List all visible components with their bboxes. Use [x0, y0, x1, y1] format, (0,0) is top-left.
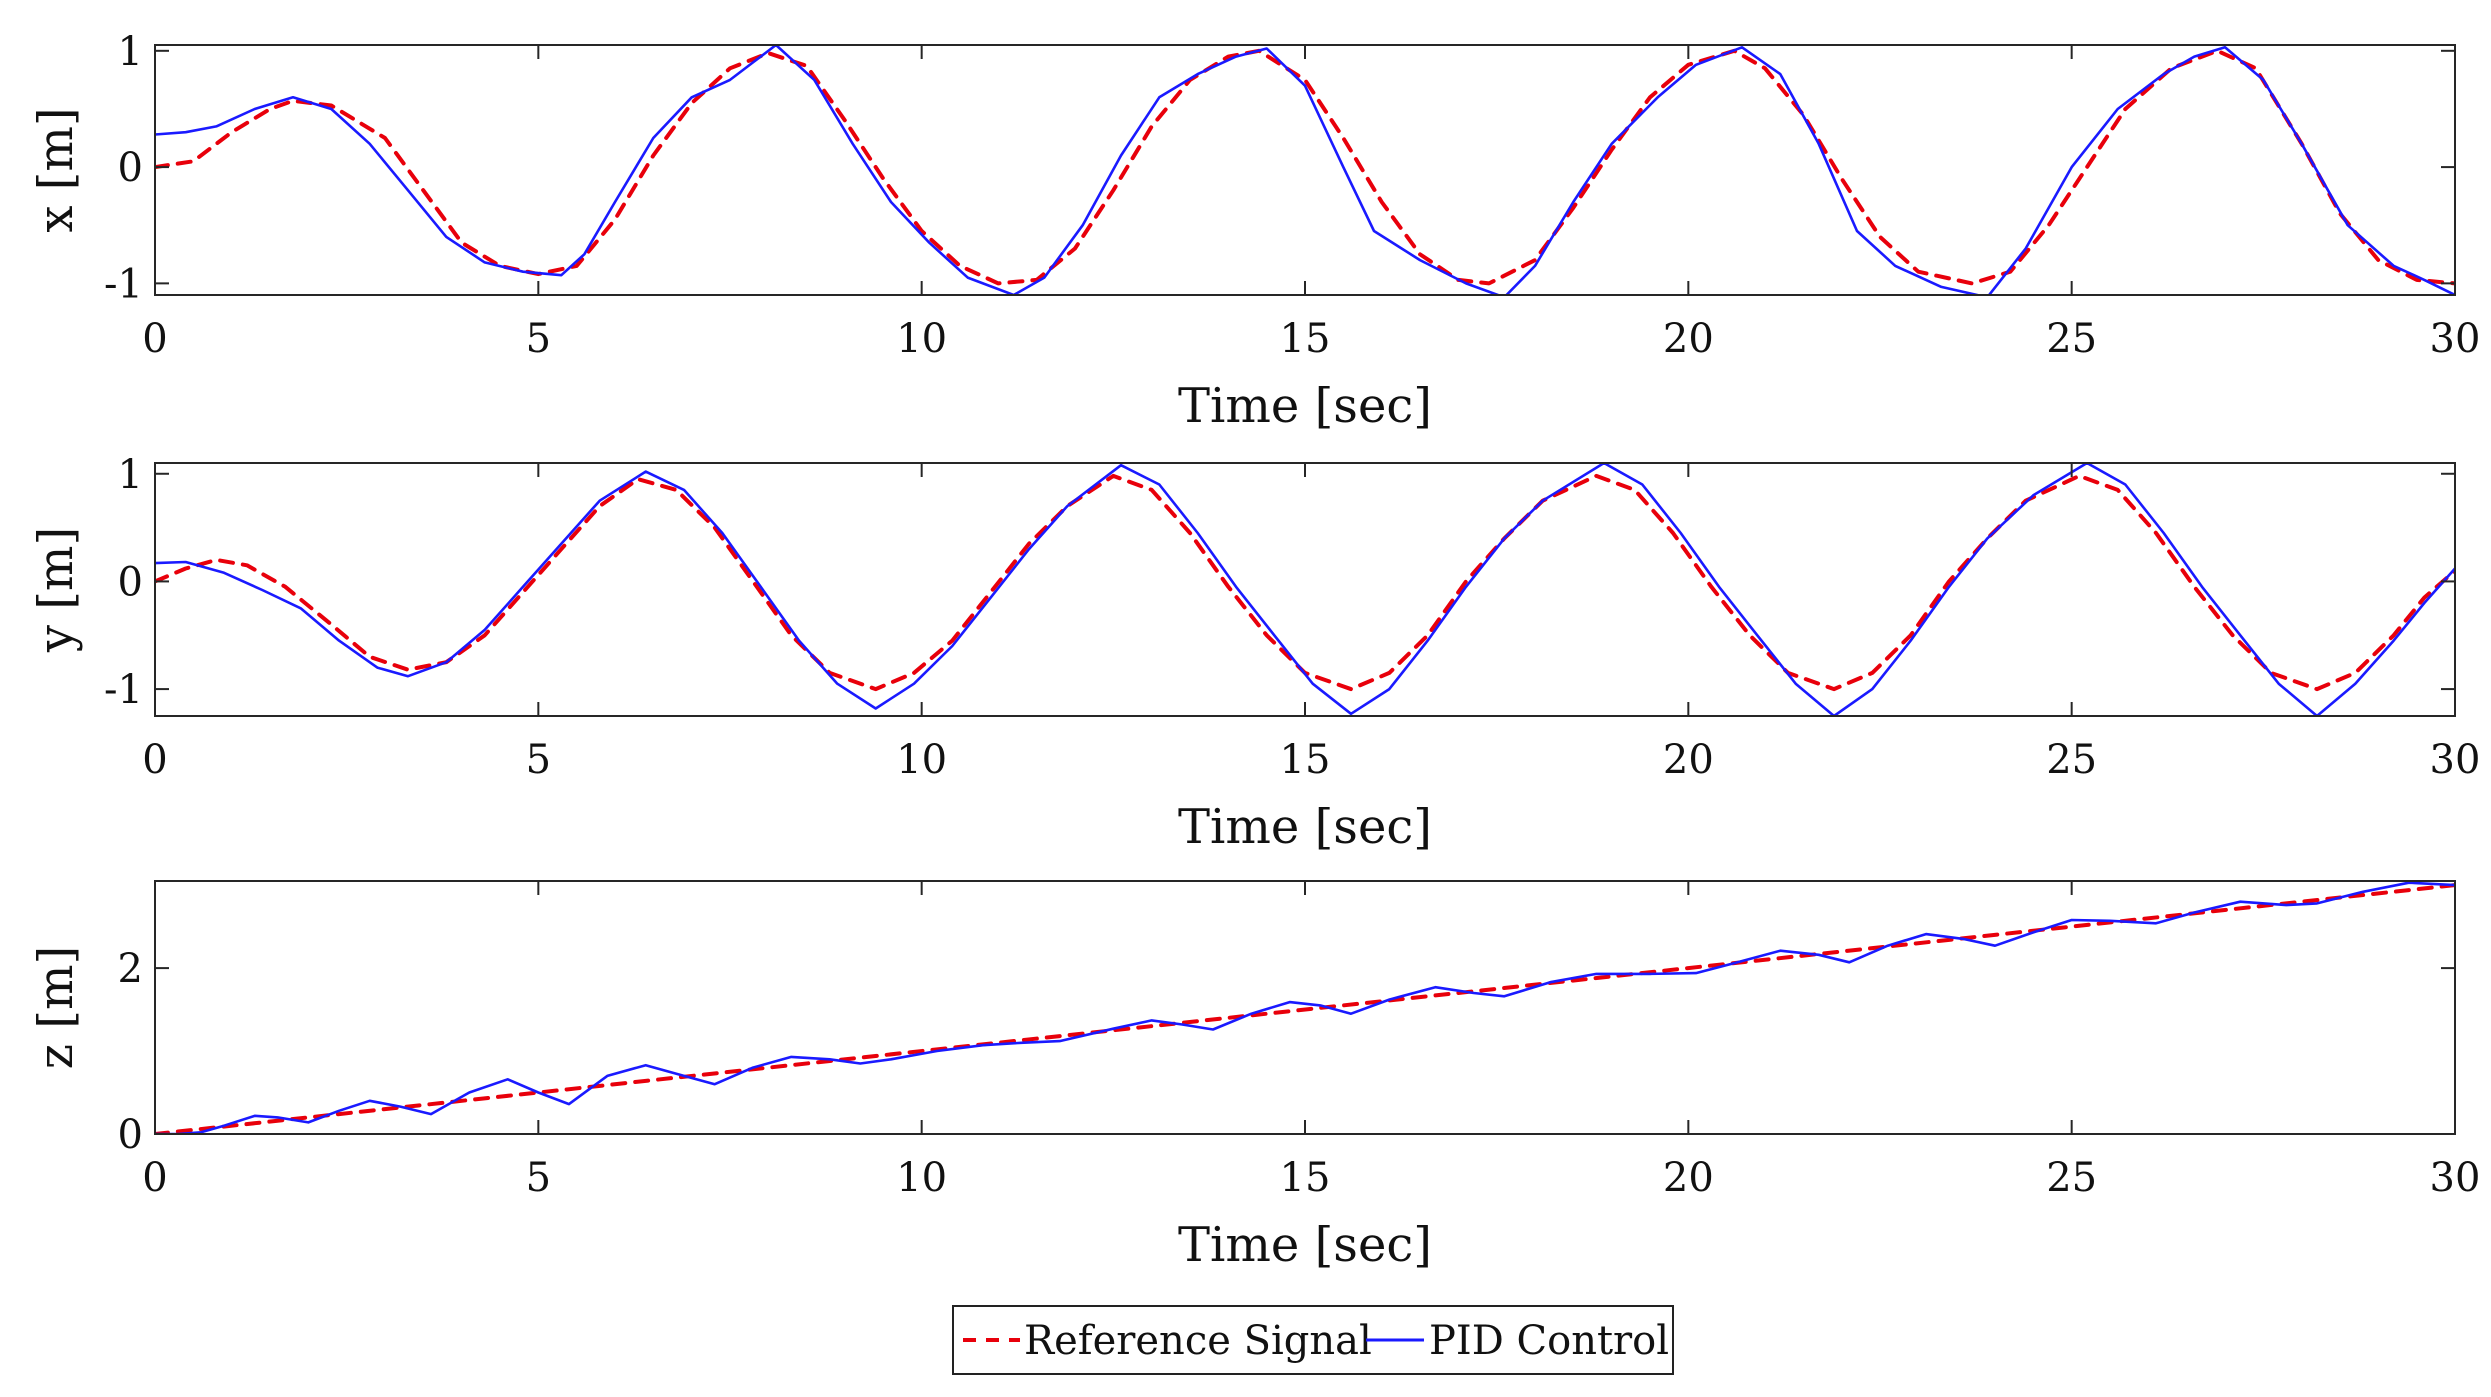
- z-xtick-label: 30: [2430, 1155, 2481, 1201]
- z-ytick-label: 2: [118, 946, 143, 992]
- legend-label-pid: PID Control: [1429, 1318, 1669, 1364]
- y-ytick-label: 0: [118, 559, 143, 605]
- y-yaxis-title: y [m]: [28, 527, 84, 653]
- x-yaxis-title: x [m]: [28, 107, 84, 232]
- legend-label-reference: Reference Signal: [1024, 1318, 1372, 1364]
- z-xtick-label: 20: [1663, 1155, 1714, 1201]
- z-xtick-label: 25: [2046, 1155, 2097, 1201]
- z-xtick-label: 5: [526, 1155, 551, 1201]
- x-ytick-label: 0: [118, 145, 143, 191]
- z-xaxis-title: Time [sec]: [1178, 1217, 1432, 1273]
- y-xtick-label: 20: [1663, 737, 1714, 783]
- z-xtick-label: 10: [896, 1155, 947, 1201]
- y-xtick-label: 5: [526, 737, 551, 783]
- y-ytick-label: 1: [118, 452, 143, 498]
- legend-box: [952, 1305, 1674, 1375]
- z-ytick-label: 0: [118, 1112, 143, 1158]
- y-xtick-label: 25: [2046, 737, 2097, 783]
- x-xtick-label: 20: [1663, 316, 1714, 362]
- x-ytick-label: -1: [104, 261, 143, 307]
- x-xtick-label: 5: [526, 316, 551, 362]
- x-position-subplot: 0 5 10 15 20 25 30 -1 0 1 Time [sec] x [m]: [28, 29, 2480, 434]
- z-xtick-label: 0: [142, 1155, 167, 1201]
- y-xtick-label: 15: [1280, 737, 1331, 783]
- y-series-pid-control: [155, 463, 2455, 716]
- legend: Reference Signal PID Control: [952, 1305, 1674, 1375]
- x-series-pid-control: [155, 45, 2455, 295]
- z-series-pid-control: [155, 881, 2455, 1134]
- x-xtick-label: 10: [896, 316, 947, 362]
- y-xtick-label: 30: [2430, 737, 2481, 783]
- y-xaxis-title: Time [sec]: [1178, 799, 1432, 855]
- x-xtick-label: 15: [1280, 316, 1331, 362]
- z-yaxis-title: z [m]: [28, 946, 84, 1070]
- x-xaxis-title: Time [sec]: [1178, 378, 1432, 434]
- x-xtick-label: 0: [142, 316, 167, 362]
- x-xtick-label: 30: [2430, 316, 2481, 362]
- z-series-reference-signal: [155, 883, 2455, 1134]
- y-ytick-label: -1: [104, 667, 143, 713]
- y-axes-frame: [154, 462, 2456, 717]
- x-ytick-label: 1: [118, 29, 143, 75]
- x-xtick-label: 25: [2046, 316, 2097, 362]
- y-series-reference-signal: [155, 473, 2455, 692]
- z-position-subplot: 0 5 10 15 20 25 30 0 2 Time [sec] z [m]: [28, 880, 2481, 1273]
- y-xtick-label: 0: [142, 737, 167, 783]
- z-xtick-label: 15: [1280, 1155, 1331, 1201]
- y-position-subplot: 0 5 10 15 20 25 30 -1 0 1 Time [sec] y [m]: [28, 452, 2480, 855]
- y-xtick-label: 10: [896, 737, 947, 783]
